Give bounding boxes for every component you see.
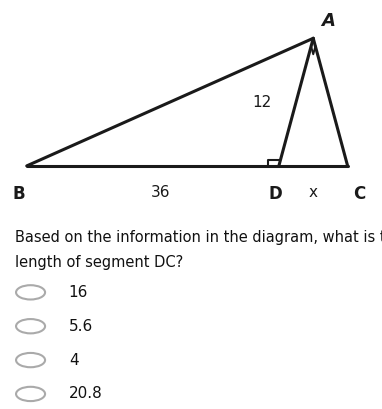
Text: 5.6: 5.6 [69, 319, 93, 334]
Text: D: D [268, 185, 282, 203]
Text: A: A [322, 12, 335, 30]
Text: 20.8: 20.8 [69, 387, 102, 402]
Text: length of segment DC?: length of segment DC? [15, 255, 183, 270]
Text: C: C [353, 185, 365, 203]
Text: x: x [309, 185, 318, 200]
Text: Based on the information in the diagram, what is the: Based on the information in the diagram,… [15, 230, 382, 245]
Text: 16: 16 [69, 285, 88, 300]
Text: 36: 36 [151, 185, 170, 200]
Text: B: B [13, 185, 26, 203]
Text: 12: 12 [252, 94, 271, 110]
Text: 4: 4 [69, 353, 78, 368]
